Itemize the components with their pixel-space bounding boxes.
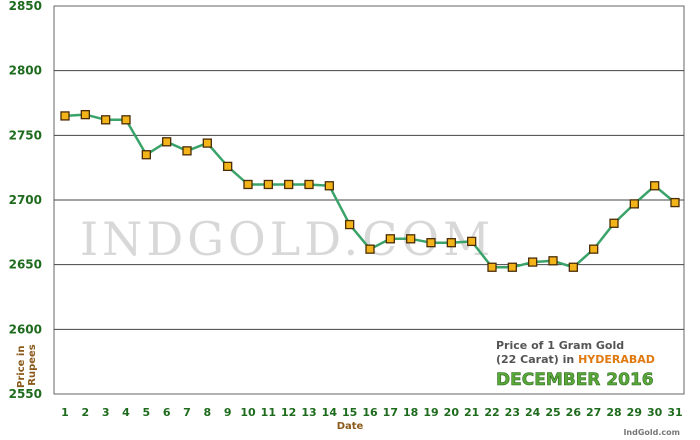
chart-caption: Price of 1 Gram Gold (22 Carat) in HYDER… bbox=[496, 339, 655, 390]
data-point bbox=[304, 179, 314, 190]
caption-period: DECEMBER 2016 bbox=[496, 370, 654, 390]
y-tick-labels: 2550 2600 2650 2700 2750 2800 2850 bbox=[9, 0, 42, 401]
caption-subtitle-prefix: (22 Carat) in bbox=[496, 353, 578, 366]
data-point bbox=[284, 179, 294, 190]
data-point bbox=[507, 262, 517, 272]
caption-title: Price of 1 Gram Gold bbox=[496, 339, 624, 352]
x-tick-label: 1 bbox=[61, 406, 69, 419]
data-point bbox=[385, 234, 395, 244]
data-point bbox=[609, 218, 619, 228]
y-tick-label: 2550 bbox=[9, 387, 42, 401]
y-tick-label: 2600 bbox=[9, 322, 42, 336]
data-point bbox=[182, 146, 192, 156]
data-point bbox=[263, 179, 273, 190]
data-point bbox=[528, 257, 538, 267]
x-tick-label: 17 bbox=[383, 406, 398, 419]
data-point bbox=[80, 109, 90, 120]
x-tick-label: 9 bbox=[224, 406, 232, 419]
x-tick-label: 15 bbox=[342, 406, 357, 419]
x-tick-label: 4 bbox=[122, 406, 130, 419]
data-point bbox=[202, 138, 212, 148]
x-tick-label: 29 bbox=[627, 406, 642, 419]
data-point bbox=[670, 197, 680, 208]
data-point bbox=[243, 179, 253, 190]
x-tick-label: 23 bbox=[505, 406, 520, 419]
y-axis-title: Price in Rupees bbox=[16, 342, 38, 388]
caption-city: HYDERABAD bbox=[578, 353, 655, 366]
x-tick-label: 10 bbox=[240, 406, 256, 419]
x-tick-labels: 1 2 3 4 5 6 7 8 9 10 11 12 13 14 15 16 17 18 19 20 21 22 23 24 2… bbox=[61, 406, 682, 419]
data-point bbox=[162, 137, 172, 147]
x-tick-label: 30 bbox=[647, 406, 663, 419]
data-point bbox=[568, 262, 578, 272]
data-point bbox=[60, 111, 70, 121]
data-point bbox=[467, 236, 477, 247]
data-point bbox=[101, 115, 111, 125]
y-tick-label: 2850 bbox=[9, 0, 42, 13]
x-tick-label: 7 bbox=[183, 406, 191, 419]
x-tick-label: 27 bbox=[586, 406, 601, 419]
x-tick-label: 13 bbox=[301, 406, 316, 419]
x-tick-label: 8 bbox=[204, 406, 212, 419]
x-tick-label: 25 bbox=[545, 406, 560, 419]
x-tick-label: 2 bbox=[82, 406, 90, 419]
watermark: INDGOLD.COM bbox=[80, 212, 494, 266]
data-point bbox=[446, 238, 456, 248]
y-axis-title-line1: Price in bbox=[16, 346, 27, 388]
data-point bbox=[121, 115, 131, 125]
x-tick-label: 31 bbox=[667, 406, 682, 419]
y-axis-title-line2: Rupees bbox=[27, 344, 38, 386]
data-point bbox=[141, 150, 151, 160]
data-point bbox=[365, 244, 375, 254]
data-point bbox=[324, 181, 334, 191]
y-tick-label: 2800 bbox=[9, 64, 42, 78]
data-point bbox=[548, 256, 558, 266]
x-tick-label: 3 bbox=[102, 406, 110, 419]
x-tick-label: 26 bbox=[566, 406, 582, 419]
data-point bbox=[223, 161, 233, 172]
data-point bbox=[589, 244, 599, 254]
x-tick-label: 18 bbox=[403, 406, 418, 419]
x-tick-label: 20 bbox=[444, 406, 460, 419]
x-axis-title: Date bbox=[337, 421, 364, 432]
data-point bbox=[650, 181, 660, 191]
x-tick-label: 12 bbox=[281, 406, 296, 419]
x-tick-label: 24 bbox=[525, 406, 541, 419]
data-point bbox=[426, 238, 436, 248]
x-tick-label: 21 bbox=[464, 406, 479, 419]
x-tick-label: 11 bbox=[261, 406, 276, 419]
x-tick-label: 19 bbox=[423, 406, 438, 419]
caption-subtitle: (22 Carat) in HYDERABAD bbox=[496, 353, 655, 366]
x-tick-label: 14 bbox=[322, 406, 338, 419]
x-tick-label: 16 bbox=[362, 406, 378, 419]
y-tick-label: 2650 bbox=[9, 258, 42, 272]
y-tick-label: 2700 bbox=[9, 193, 42, 207]
gridlines bbox=[54, 70, 684, 330]
data-point bbox=[406, 234, 416, 244]
credit-text: IndGold.com bbox=[623, 428, 680, 437]
data-point bbox=[487, 262, 497, 272]
x-tick-label: 22 bbox=[484, 406, 499, 419]
x-tick-label: 6 bbox=[163, 406, 171, 419]
y-tick-label: 2750 bbox=[9, 128, 42, 142]
data-point bbox=[345, 219, 355, 230]
series-markers bbox=[60, 109, 680, 272]
x-tick-label: 5 bbox=[143, 406, 151, 419]
x-tick-label: 28 bbox=[606, 406, 621, 419]
data-point bbox=[629, 199, 639, 209]
